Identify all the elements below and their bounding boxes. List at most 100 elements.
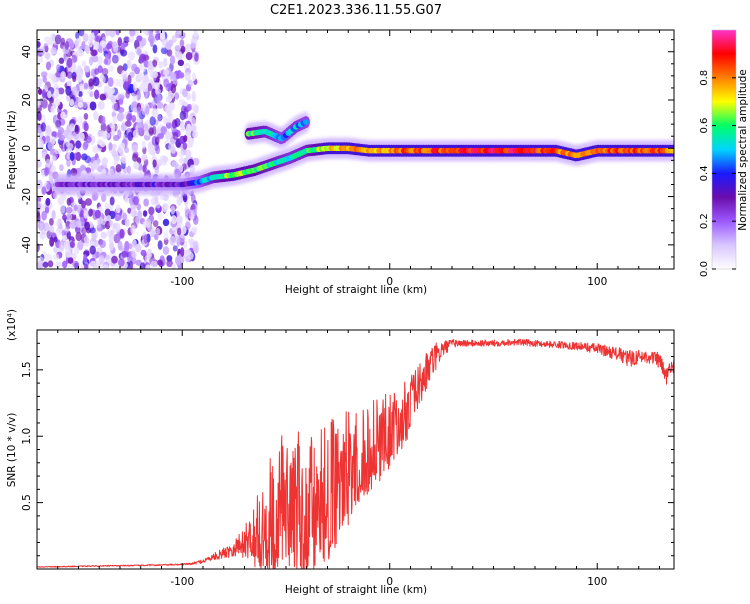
noise-point <box>124 218 130 227</box>
x-tick-label: 100 <box>587 576 607 588</box>
noise-point <box>182 88 188 98</box>
noise-point <box>169 55 176 65</box>
noise-point <box>51 155 57 162</box>
noise-point <box>113 45 119 53</box>
noise-point <box>143 198 149 207</box>
noise-point <box>102 131 107 140</box>
y-tick-label: 1.0 <box>21 428 33 445</box>
noise-point <box>69 241 75 249</box>
noise-point <box>189 164 196 173</box>
noise-point <box>174 45 181 52</box>
noise-point <box>53 88 60 99</box>
noise-point <box>47 141 55 151</box>
noise-point <box>141 140 146 149</box>
top-y-ticks: -40 -20 0 20 40 <box>21 39 674 258</box>
noise-point <box>135 215 141 225</box>
noise-point <box>40 122 47 132</box>
noise-point <box>85 45 90 54</box>
noise-point <box>169 235 176 246</box>
noise-point <box>160 47 168 55</box>
noise-point <box>74 124 81 135</box>
spectrogram-panel: -100 0 100 -40 -20 0 20 40 Height of straight … <box>6 29 675 296</box>
noise-point <box>185 52 193 61</box>
noise-point <box>119 142 125 150</box>
top-x-ticks: -100 0 100 <box>57 30 660 288</box>
noise-point <box>53 236 58 243</box>
colorbar-frame <box>711 29 737 270</box>
noise-point <box>83 122 89 132</box>
noise-point <box>148 206 155 216</box>
noise-point <box>170 83 177 94</box>
y-tick-label: -40 <box>21 236 33 253</box>
noise-point <box>37 88 43 95</box>
noise-point <box>77 96 84 104</box>
noise-point <box>156 101 164 109</box>
noise-point <box>89 101 97 111</box>
noise-point <box>151 100 156 110</box>
noise-point <box>152 159 157 168</box>
noise-point <box>41 99 48 109</box>
noise-point <box>117 94 125 101</box>
noise-point <box>81 153 88 161</box>
noise-point <box>57 127 65 135</box>
noise-point <box>122 212 128 221</box>
noise-point <box>46 182 53 190</box>
branch-core <box>302 119 309 125</box>
noise-point <box>147 61 153 70</box>
top-x-axis-label: Height of straight line (km) <box>285 284 427 296</box>
noise-point <box>106 215 112 222</box>
noise-point <box>174 236 179 243</box>
noise-point <box>91 55 99 63</box>
noise-point <box>77 240 84 251</box>
noise-point <box>100 115 106 126</box>
noise-point <box>41 210 47 221</box>
noise-point <box>150 260 158 268</box>
noise-point <box>99 239 106 249</box>
noise-point <box>104 54 110 61</box>
noise-point <box>128 35 135 43</box>
noise-point <box>55 119 62 128</box>
noise-point <box>37 181 43 190</box>
noise-point <box>92 30 100 35</box>
noise-point <box>64 247 71 258</box>
noise-point <box>64 226 70 233</box>
y-tick-label: 1.5 <box>21 361 33 378</box>
noise-point <box>38 139 45 150</box>
snr-panel: -100 0 100 0.5 1.0 1.5 Height of straight li… <box>6 309 675 596</box>
noise-point <box>117 37 123 47</box>
noise-point <box>109 196 115 206</box>
colorbar-tick-label: 0.2 <box>699 213 710 229</box>
noise-point <box>80 263 85 269</box>
noise-point <box>177 59 185 67</box>
noise-point <box>171 35 177 43</box>
noise-point <box>175 215 183 225</box>
noise-point <box>55 71 62 78</box>
noise-point <box>60 70 66 80</box>
noise-point <box>106 42 113 50</box>
noise-point <box>40 71 48 78</box>
noise-point <box>82 33 89 43</box>
y-tick-label: 20 <box>21 93 33 106</box>
noise-point <box>157 240 163 250</box>
noise-point <box>143 234 149 244</box>
noise-point <box>44 166 49 177</box>
noise-point <box>155 33 160 41</box>
snr-line-group <box>37 338 674 569</box>
noise-point <box>56 64 61 72</box>
noise-point <box>162 218 170 227</box>
noise-point <box>151 108 158 118</box>
noise-point <box>142 210 148 217</box>
noise-point <box>41 89 46 99</box>
signal-ridge-group <box>52 111 674 196</box>
noise-point <box>93 89 100 100</box>
noise-point <box>83 236 89 244</box>
noise-point <box>120 69 128 80</box>
noise-point <box>176 196 182 206</box>
noise-point <box>175 255 181 266</box>
noise-point <box>145 218 152 228</box>
noise-point <box>45 253 53 262</box>
noise-point <box>128 51 136 61</box>
noise-point <box>152 44 158 54</box>
noise-point <box>123 80 130 90</box>
noise-point <box>193 30 198 38</box>
